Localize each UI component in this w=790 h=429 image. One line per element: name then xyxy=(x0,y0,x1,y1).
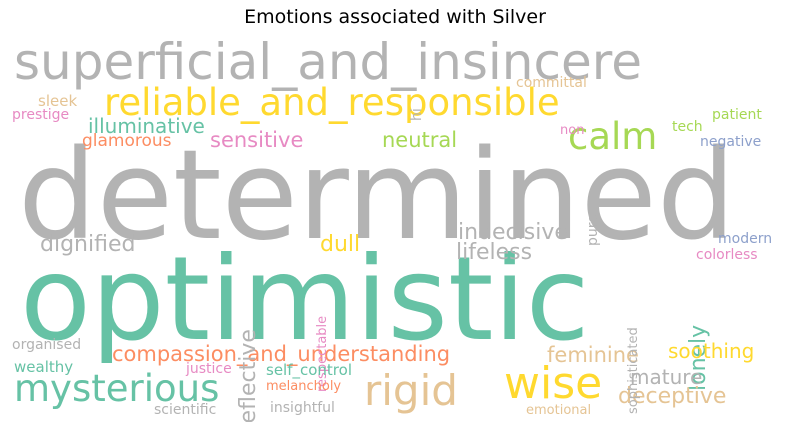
word-neutral: neutral xyxy=(382,128,458,152)
word-tech: tech xyxy=(672,119,703,135)
word-patient: patient xyxy=(712,107,762,123)
word-mysterious: mysterious xyxy=(14,367,220,410)
word-modern: modern xyxy=(718,231,773,247)
word-justice: justice xyxy=(186,361,232,377)
word-dull: dull xyxy=(320,232,361,257)
word-lifeless: lifeless xyxy=(456,240,533,265)
word-deceptive: deceptive xyxy=(618,384,727,409)
word-dignified: dignified xyxy=(40,232,136,257)
word-calm: calm xyxy=(568,115,658,158)
word-cloud: determined optimistic superficial_and_insi… xyxy=(12,36,778,422)
word-feminine: feminine xyxy=(547,343,639,367)
word-rigid: rigid xyxy=(364,366,458,415)
page-title: Emotions associated with Silver xyxy=(244,6,546,28)
word-non: non xyxy=(560,123,585,138)
word-emotional: emotional xyxy=(526,403,592,418)
word-mature: mature xyxy=(630,365,703,389)
word-reflective: reflective xyxy=(236,329,261,422)
word-organised: organised xyxy=(12,337,82,353)
word-wise: wise xyxy=(504,358,603,409)
word-superficial-and-insincere: superficial_and_insincere xyxy=(14,36,642,91)
word-reliable-and-responsible: reliable_and_responsible xyxy=(104,81,560,124)
word-prestige: prestige xyxy=(12,107,70,123)
word-colorless: colorless xyxy=(696,247,758,263)
word-melancholy: melancholy xyxy=(266,379,342,394)
word-negative: negative xyxy=(700,134,762,150)
word-optimistic: optimistic xyxy=(20,232,590,367)
word-sophisticated: sophisticated xyxy=(626,327,641,415)
word-indecisive: indecisive xyxy=(458,220,568,245)
word-glamorous: glamorous xyxy=(82,131,172,151)
word-soothing: soothing xyxy=(668,339,755,363)
word-pure: pure xyxy=(585,213,601,246)
word-scientific: scientific xyxy=(154,402,217,418)
word-determined: determined xyxy=(18,124,736,268)
word-hi: hi xyxy=(409,108,425,121)
word-sensitive: sensitive xyxy=(210,128,304,152)
word-compassion-and-understanding: compassion_and_understanding xyxy=(112,342,451,366)
word-wealthy: wealthy xyxy=(14,358,74,376)
word-insightful: insightful xyxy=(270,400,335,416)
word-sleek: sleek xyxy=(38,92,78,110)
word-self-control: self_control xyxy=(266,361,352,379)
word-committal: committal xyxy=(516,75,587,91)
word-illuminative: illuminative xyxy=(88,114,205,138)
